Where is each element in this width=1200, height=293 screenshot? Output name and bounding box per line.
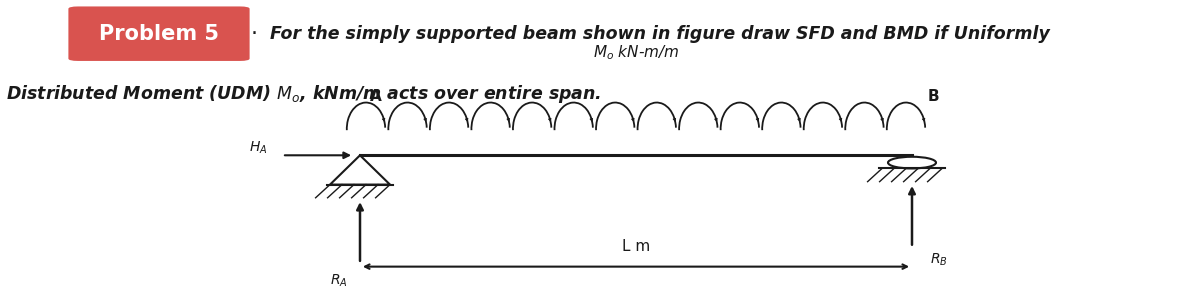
- Text: $R_A$: $R_A$: [330, 273, 347, 289]
- Text: B: B: [928, 89, 940, 104]
- Text: Distributed Moment (UDM) $M_o$, kNm/m acts over entire span.: Distributed Moment (UDM) $M_o$, kNm/m ac…: [6, 83, 601, 105]
- Text: $R_B$: $R_B$: [930, 251, 947, 268]
- FancyBboxPatch shape: [68, 6, 250, 61]
- Text: ·: ·: [251, 24, 258, 44]
- Text: For the simply supported beam shown in figure draw SFD and BMD if Uniformly: For the simply supported beam shown in f…: [270, 25, 1050, 43]
- Text: L m: L m: [622, 239, 650, 254]
- Text: A: A: [370, 89, 382, 104]
- Text: $M_o$ kN-m/m: $M_o$ kN-m/m: [593, 43, 679, 62]
- Text: $H_A$: $H_A$: [248, 140, 268, 156]
- Text: Problem 5: Problem 5: [98, 24, 220, 44]
